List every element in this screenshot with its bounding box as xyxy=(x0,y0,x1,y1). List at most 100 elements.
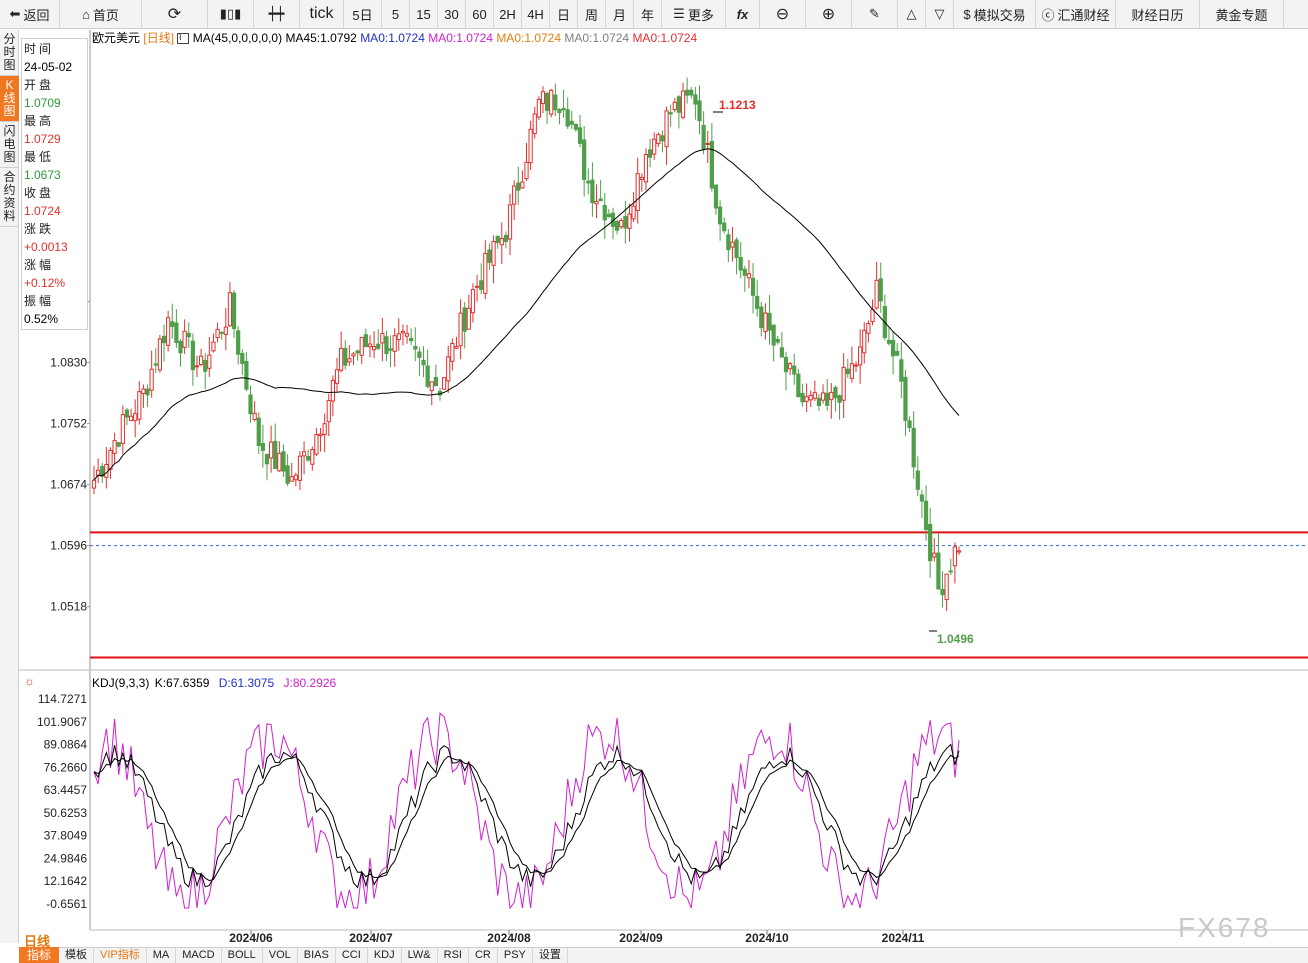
dollar-icon: $ xyxy=(963,6,971,22)
gold-label: 黄金专题 xyxy=(1215,7,1268,23)
indicator-tab-13[interactable]: 设置 xyxy=(533,948,568,963)
period-label: 年 xyxy=(640,7,654,23)
back-button[interactable]: ⬅ 返回 xyxy=(0,0,60,28)
side-tab-0[interactable]: 分时图 xyxy=(0,30,19,76)
candle-body xyxy=(392,335,397,352)
candle-body xyxy=(759,306,764,329)
period-4h[interactable]: 4H xyxy=(522,0,550,28)
indicator-tab-6[interactable]: BIAS xyxy=(298,948,336,963)
more-button[interactable]: ☰ 更多 xyxy=(662,0,726,28)
watermark-logo: FX678 xyxy=(1178,912,1271,943)
candles-group xyxy=(91,77,962,611)
candle-body xyxy=(738,257,743,271)
period-year[interactable]: 年 xyxy=(634,0,662,28)
calendar-button[interactable]: 财经日历 xyxy=(1116,0,1200,28)
candle-body xyxy=(149,368,154,391)
indicator-tab-4[interactable]: BOLL xyxy=(222,948,263,963)
indicator-tab-10[interactable]: RSI xyxy=(438,948,469,963)
down-arrow-button[interactable]: ▽ xyxy=(926,0,954,28)
candle-body xyxy=(796,373,801,398)
draw-button[interactable]: ✎ xyxy=(852,0,898,28)
period-2h[interactable]: 2H xyxy=(494,0,522,28)
side-tab-2[interactable]: 闪电图 xyxy=(0,122,19,168)
candle-body xyxy=(561,108,566,111)
candle-body xyxy=(409,337,414,342)
top-toolbar: ⬅ 返回 ⌂ 首页 ⟳ ▮▯▮ ┿┿ tick 5日 5 15 30 60 2H 4… xyxy=(0,0,1308,29)
chart-type-button[interactable]: ▮▯▮ xyxy=(208,0,254,28)
time-label: 时间 xyxy=(24,42,55,56)
zoom-out-button[interactable]: ⊖ xyxy=(760,0,806,28)
candle-body xyxy=(244,361,249,390)
indicator-tab-0[interactable]: 模板 xyxy=(59,948,94,963)
candle-body xyxy=(870,309,875,323)
candle-type-button[interactable]: ┿┿ xyxy=(254,0,300,28)
candle-body xyxy=(186,332,191,338)
ma-settings-icon[interactable]: ⌇ xyxy=(177,33,190,45)
period-label: 月 xyxy=(612,7,626,23)
max-price-label: 1.1213 xyxy=(719,98,756,112)
period-60min[interactable]: 60 xyxy=(466,0,494,28)
candle-body xyxy=(343,347,348,366)
indicator-tab-2[interactable]: MA xyxy=(147,948,177,963)
indicator-tab-8[interactable]: KDJ xyxy=(368,948,402,963)
period-day[interactable]: 日 xyxy=(550,0,578,28)
indicator-button[interactable]: 指标 xyxy=(19,947,59,963)
tick-label: tick xyxy=(309,5,334,22)
candle-body xyxy=(886,339,892,344)
zoom-in-button[interactable]: ⊕ xyxy=(806,0,852,28)
candle-body xyxy=(532,113,537,134)
refresh-button[interactable]: ⟳ xyxy=(142,0,208,28)
candle-body xyxy=(907,420,912,428)
huitong-button[interactable]: ⓒ 汇通财经 xyxy=(1036,0,1116,28)
candle-body xyxy=(293,474,298,481)
side-tab-1[interactable]: K线图 xyxy=(0,76,19,122)
tick-button[interactable]: tick xyxy=(300,0,344,28)
period-5min[interactable]: 5 xyxy=(382,0,410,28)
candle-body xyxy=(557,109,562,114)
candle-body xyxy=(536,99,541,118)
bar-chart-icon: ▮▯▮ xyxy=(219,6,242,21)
formula-button[interactable]: fx xyxy=(726,0,760,28)
candle-body xyxy=(227,292,233,327)
candle-body xyxy=(269,441,274,459)
period-30min[interactable]: 30 xyxy=(438,0,466,28)
candle-body xyxy=(182,330,187,348)
indicator-tab-5[interactable]: VOL xyxy=(263,948,298,963)
period-15min[interactable]: 15 xyxy=(410,0,438,28)
period-month[interactable]: 月 xyxy=(606,0,634,28)
candle-body xyxy=(433,377,438,387)
kdj-settings-icon[interactable]: ☼ xyxy=(24,674,35,688)
candle-body xyxy=(141,388,146,394)
indicator-tab-3[interactable]: MACD xyxy=(176,948,222,963)
candle-body xyxy=(351,353,356,357)
candle-body xyxy=(582,139,587,181)
candle-body xyxy=(157,338,163,371)
period-label: 30 xyxy=(444,6,459,22)
candle-body xyxy=(668,112,673,115)
candle-body xyxy=(248,394,253,415)
indicator-tab-12[interactable]: PSY xyxy=(498,948,533,963)
up-arrow-button[interactable]: △ xyxy=(898,0,926,28)
period-label: 日 xyxy=(556,7,570,23)
sim-trade-button[interactable]: $ 模拟交易 xyxy=(954,0,1036,28)
candle-body xyxy=(231,292,237,330)
candle-body xyxy=(384,336,389,355)
price-tick-label: 1.0518 xyxy=(50,600,87,614)
period-5day[interactable]: 5日 xyxy=(344,0,382,28)
home-button[interactable]: ⌂ 首页 xyxy=(60,0,142,28)
time-tick-label: 2024/10 xyxy=(745,931,789,945)
gold-button[interactable]: 黄金专题 xyxy=(1200,0,1284,28)
indicator-tab-9[interactable]: LW& xyxy=(402,948,438,963)
side-tab-3[interactable]: 合约资料 xyxy=(0,168,19,227)
sim-trade-label: 模拟交易 xyxy=(973,7,1026,23)
indicator-tab-7[interactable]: CCI xyxy=(336,948,368,963)
indicator-tab-1[interactable]: VIP指标 xyxy=(94,948,147,963)
triangle-down-icon: ▽ xyxy=(934,6,945,21)
chart-canvas[interactable]: 1.09081.08301.07521.06741.05961.05181.12… xyxy=(19,30,1308,947)
pct-value: +0.12% xyxy=(24,276,66,290)
candle-body xyxy=(853,364,859,367)
candle-body xyxy=(948,570,953,573)
period-week[interactable]: 周 xyxy=(578,0,606,28)
indicator-tab-11[interactable]: CR xyxy=(469,948,498,963)
back-arrow-icon: ⬅ xyxy=(9,6,21,21)
